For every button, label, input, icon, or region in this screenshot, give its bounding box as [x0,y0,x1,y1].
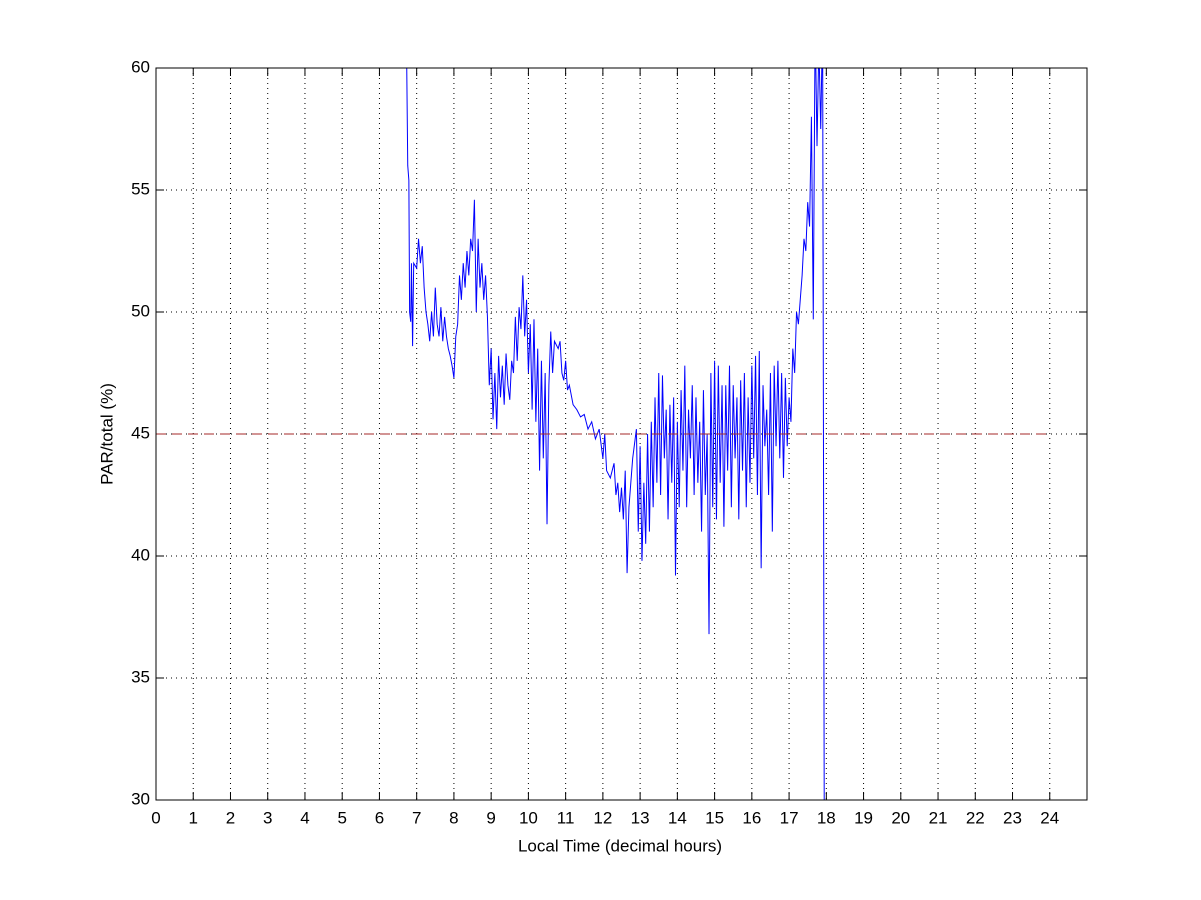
plot-frame [155,67,1088,801]
x-tick-label: 5 [337,808,346,827]
y-tick-label: 50 [131,301,150,320]
y-tick-label: 35 [131,667,150,686]
x-tick-label: 18 [817,808,836,827]
x-tick-label: 24 [1040,808,1059,827]
y-tick-label: 30 [131,789,150,808]
plot-area [156,68,1050,800]
x-tick-label: 22 [966,808,985,827]
x-tick-label: 3 [263,808,272,827]
x-tick-label: 4 [300,808,309,827]
x-tick-label: 23 [1003,808,1022,827]
x-tick-label: 17 [780,808,799,827]
data-line [406,68,825,800]
x-tick-label: 0 [151,808,160,827]
x-tick-label: 16 [742,808,761,827]
x-tick-label: 8 [449,808,458,827]
x-tick-label: 20 [891,808,910,827]
x-tick-label: 6 [375,808,384,827]
x-tick-label: 10 [519,808,538,827]
x-tick-label: 12 [593,808,612,827]
x-tick-label: 9 [486,808,495,827]
x-tick-label: 2 [226,808,235,827]
y-tick-label: 55 [131,179,150,198]
x-tick-label: 1 [189,808,198,827]
x-tick-label: 19 [854,808,873,827]
x-tick-label: 7 [412,808,421,827]
x-tick-label: 14 [668,808,687,827]
x-tick-label: 21 [929,808,948,827]
y-tick-label: 40 [131,545,150,564]
y-axis-label: PAR/total (%) [97,383,116,485]
y-tick-label: 45 [131,423,150,442]
x-axis-label: Local Time (decimal hours) [518,836,722,855]
y-tick-label: 60 [131,57,150,76]
x-tick-label: 13 [631,808,650,827]
x-tick-label: 15 [705,808,724,827]
x-tick-label: 11 [557,808,575,827]
